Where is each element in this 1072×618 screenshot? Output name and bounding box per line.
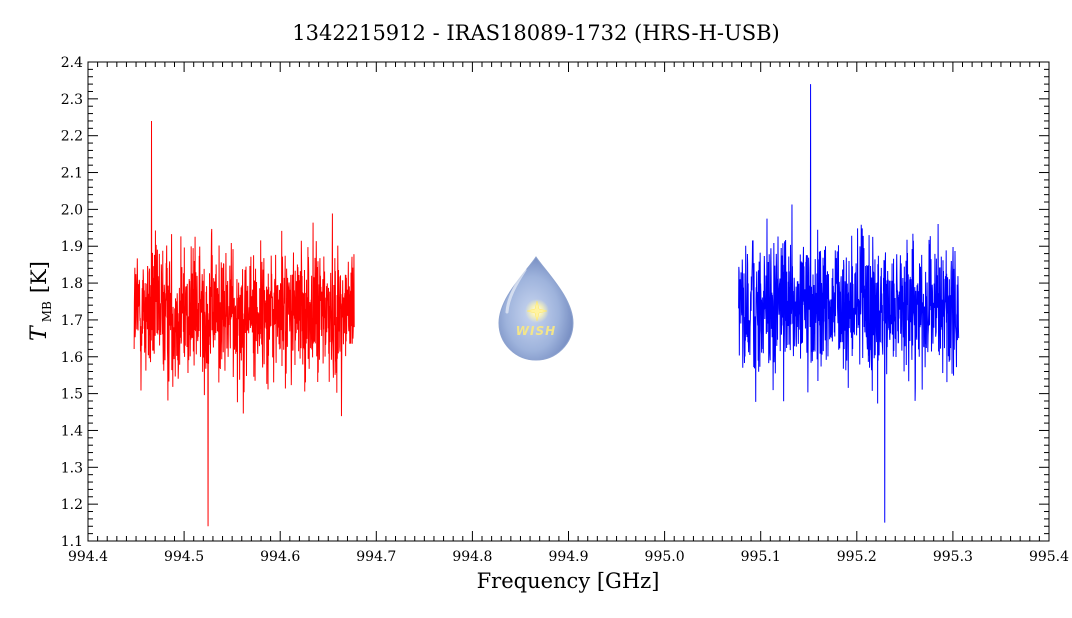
x-tick-labels: 994.4 994.5 994.6 994.7 994.8 994.9 995.0 995.1… (68, 549, 1069, 565)
wish-logo-text: WISH (516, 324, 556, 338)
y-tick-label: 1.7 (61, 313, 83, 329)
y-axis-label: T MB [K] (27, 261, 55, 341)
y-tick-label: 2.1 (61, 166, 83, 182)
y-axis-label-symbol: T (27, 324, 52, 341)
svg-text:T MB [K]: T MB [K] (27, 261, 55, 341)
spectrum-series-red (133, 120, 355, 527)
wish-droplet-logo-icon: WISH (498, 256, 574, 361)
axis-ticks (87, 61, 1050, 542)
x-tick-label: 995.2 (837, 549, 877, 565)
y-axis-label-unit: [K] (27, 261, 51, 293)
x-tick-label: 994.6 (260, 549, 300, 565)
x-tick-label: 995.1 (741, 549, 781, 565)
spectrum-series-blue (738, 84, 960, 523)
series-layer (133, 84, 960, 527)
y-tick-labels: 1.1 1.2 1.3 1.4 1.5 1.6 1.7 1.8 1.9 2.0 2.1 2.2 2.3 2… (61, 55, 83, 550)
y-tick-label: 1.2 (61, 497, 83, 513)
y-tick-label: 1.4 (61, 423, 83, 439)
y-tick-label: 2.2 (61, 129, 83, 145)
y-tick-label: 2.0 (61, 202, 83, 218)
y-tick-label: 2.4 (61, 55, 83, 71)
x-tick-label: 994.7 (356, 549, 396, 565)
y-tick-label: 2.3 (61, 92, 83, 108)
x-tick-label: 995.0 (645, 549, 685, 565)
x-tick-label: 994.5 (164, 549, 204, 565)
chart-title: 1342215912 - IRAS18089-1732 (HRS-H-USB) (292, 21, 779, 45)
x-tick-label: 994.8 (452, 549, 492, 565)
x-axis-label: Frequency [GHz] (477, 569, 660, 593)
y-tick-label: 1.6 (61, 350, 83, 366)
y-tick-label: 1.8 (61, 276, 83, 292)
x-tick-label: 994.4 (68, 549, 108, 565)
y-tick-label: 1.5 (61, 387, 83, 403)
y-tick-label: 1.9 (61, 239, 83, 255)
x-tick-label: 995.3 (933, 549, 973, 565)
x-tick-label: 994.9 (548, 549, 588, 565)
y-tick-label: 1.1 (61, 534, 83, 550)
x-tick-label: 995.4 (1029, 549, 1069, 565)
y-tick-label: 1.3 (61, 460, 83, 476)
y-axis-label-subscript: MB (40, 301, 54, 322)
